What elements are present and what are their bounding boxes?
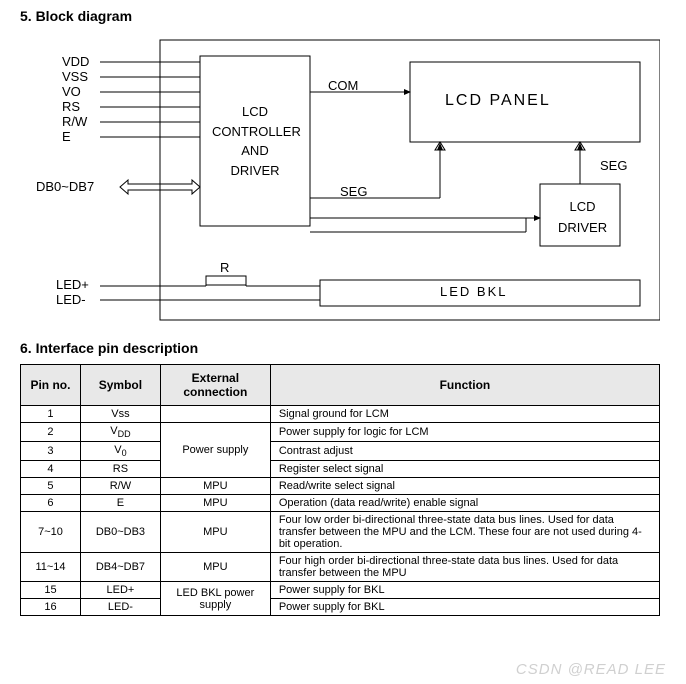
table-row: 11~14DB4~DB7MPUFour high order bi-direct… <box>21 553 660 582</box>
pin-vo: VO <box>62 84 81 99</box>
sig-com: COM <box>328 78 358 93</box>
cell-fn: Power supply for BKL <box>270 582 659 599</box>
cell-symbol: LED+ <box>80 582 160 599</box>
cell-symbol: E <box>80 495 160 512</box>
col-ext: External connection <box>160 365 270 406</box>
table-row: 16LED- Power supply for BKL <box>21 599 660 616</box>
col-fn: Function <box>270 365 659 406</box>
diagram-svg <box>20 32 660 322</box>
block-controller: LCDCONTROLLERANDDRIVER <box>212 102 298 180</box>
cell-symbol: LED- <box>80 599 160 616</box>
pin-vss: VSS <box>62 69 88 84</box>
cell-ext: MPU <box>160 478 270 495</box>
cell-symbol: RS <box>80 461 160 478</box>
pin-rw: R/W <box>62 114 87 129</box>
led-plus: LED+ <box>56 277 89 292</box>
pin-vdd: VDD <box>62 54 89 69</box>
cell-fn: Four low order bi-directional three-stat… <box>270 512 659 553</box>
cell-symbol: VDD <box>80 423 160 442</box>
cell-fn: Contrast adjust <box>270 442 659 461</box>
section-6-title: 6. Interface pin description <box>20 340 666 356</box>
col-symbol: Symbol <box>80 365 160 406</box>
table-row: 2VDDPower supplyPower supply for logic f… <box>21 423 660 442</box>
cell-fn: Register select signal <box>270 461 659 478</box>
block-diagram: VDD VSS VO RS R/W E DB0~DB7 LCDCONTROLLE… <box>20 32 660 322</box>
table-header-row: Pin no. Symbol External connection Funct… <box>21 365 660 406</box>
bus-label: DB0~DB7 <box>36 179 94 194</box>
table-row: 15LED+LED BKL power supplyPower supply f… <box>21 582 660 599</box>
cell-symbol: R/W <box>80 478 160 495</box>
section-5-title: 5. Block diagram <box>20 8 666 24</box>
led-minus: LED- <box>56 292 86 307</box>
sig-seg-2: SEG <box>600 158 627 173</box>
cell-pin: 5 <box>21 478 81 495</box>
table-row: 6EMPUOperation (data read/write) enable … <box>21 495 660 512</box>
pin-table: Pin no. Symbol External connection Funct… <box>20 364 660 616</box>
cell-ext: MPU <box>160 512 270 553</box>
table-row: 7~10DB0~DB3MPUFour low order bi-directio… <box>21 512 660 553</box>
block-panel: LCD PANEL <box>445 92 551 110</box>
cell-symbol: DB4~DB7 <box>80 553 160 582</box>
table-row: 1Vss Signal ground for LCM <box>21 406 660 423</box>
cell-pin: 4 <box>21 461 81 478</box>
cell-ext: MPU <box>160 553 270 582</box>
cell-fn: Power supply for logic for LCM <box>270 423 659 442</box>
cell-pin: 6 <box>21 495 81 512</box>
cell-symbol: DB0~DB3 <box>80 512 160 553</box>
block-driver: LCDDRIVER <box>558 197 607 239</box>
cell-fn: Read/write select signal <box>270 478 659 495</box>
table-row: 5R/WMPURead/write select signal <box>21 478 660 495</box>
cell-ext: Power supply <box>160 423 270 478</box>
cell-fn: Power supply for BKL <box>270 599 659 616</box>
pin-e: E <box>62 129 71 144</box>
cell-pin: 16 <box>21 599 81 616</box>
table-row: 4RS Register select signal <box>21 461 660 478</box>
cell-fn: Signal ground for LCM <box>270 406 659 423</box>
cell-pin: 15 <box>21 582 81 599</box>
watermark: CSDN @READ LEE <box>516 661 666 678</box>
cell-pin: 3 <box>21 442 81 461</box>
cell-fn: Operation (data read/write) enable signa… <box>270 495 659 512</box>
cell-fn: Four high order bi-directional three-sta… <box>270 553 659 582</box>
cell-ext: MPU <box>160 495 270 512</box>
cell-pin: 2 <box>21 423 81 442</box>
resistor-r: R <box>220 260 229 275</box>
sig-seg-1: SEG <box>340 184 367 199</box>
col-pin: Pin no. <box>21 365 81 406</box>
pin-rs: RS <box>62 99 80 114</box>
cell-pin: 11~14 <box>21 553 81 582</box>
block-bkl: LED BKL <box>440 284 507 299</box>
table-row: 3V0 Contrast adjust <box>21 442 660 461</box>
cell-pin: 1 <box>21 406 81 423</box>
cell-ext <box>160 406 270 423</box>
cell-ext: LED BKL power supply <box>160 582 270 616</box>
cell-symbol: Vss <box>80 406 160 423</box>
cell-pin: 7~10 <box>21 512 81 553</box>
cell-symbol: V0 <box>80 442 160 461</box>
